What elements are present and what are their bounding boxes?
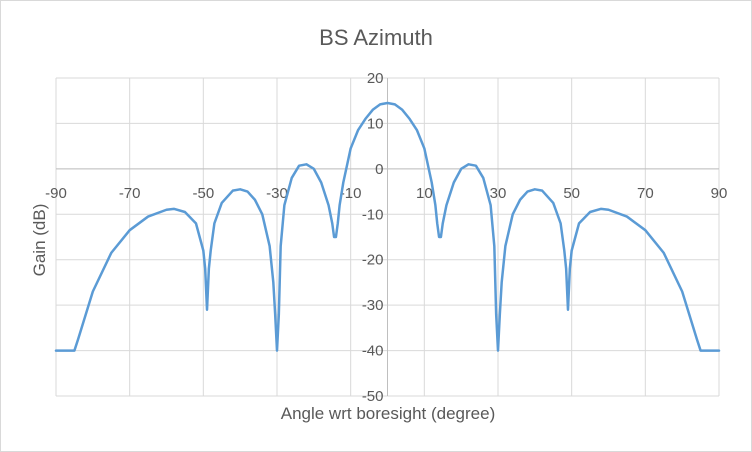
y-tick-label: -20: [362, 252, 384, 269]
x-tick-label: -70: [119, 185, 141, 202]
y-tick-label: -50: [362, 388, 384, 405]
x-tick-label: 70: [637, 185, 654, 202]
y-tick-label: -40: [362, 343, 384, 360]
series-line: [54, 101, 721, 352]
x-tick-labels: -90 -70 -50 -30 -10 10 30 50 70 90: [45, 185, 727, 202]
x-tick-label: 10: [416, 185, 433, 202]
x-tick-label: -90: [45, 185, 67, 202]
y-tick-label: -10: [362, 206, 384, 223]
x-axis-title: Angle wrt boresight (degree): [281, 404, 496, 423]
y-axis-title: Gain (dB): [30, 204, 49, 277]
series-group: [54, 101, 721, 352]
x-tick-label: -10: [340, 185, 362, 202]
x-tick-label: 30: [490, 185, 507, 202]
x-tick-label: 90: [711, 185, 728, 202]
y-tick-label: -30: [362, 297, 384, 314]
x-tick-label: 50: [563, 185, 580, 202]
y-tick-label: 20: [367, 70, 384, 87]
y-tick-label: 0: [375, 161, 383, 178]
axes: [56, 78, 719, 396]
x-tick-label: -50: [192, 185, 214, 202]
y-tick-labels: 20 10 0 -10 -20 -30 -40 -50: [362, 70, 384, 405]
y-tick-label: 10: [367, 115, 384, 132]
chart-title: BS Azimuth: [319, 25, 433, 50]
x-tick-label: -30: [266, 185, 288, 202]
